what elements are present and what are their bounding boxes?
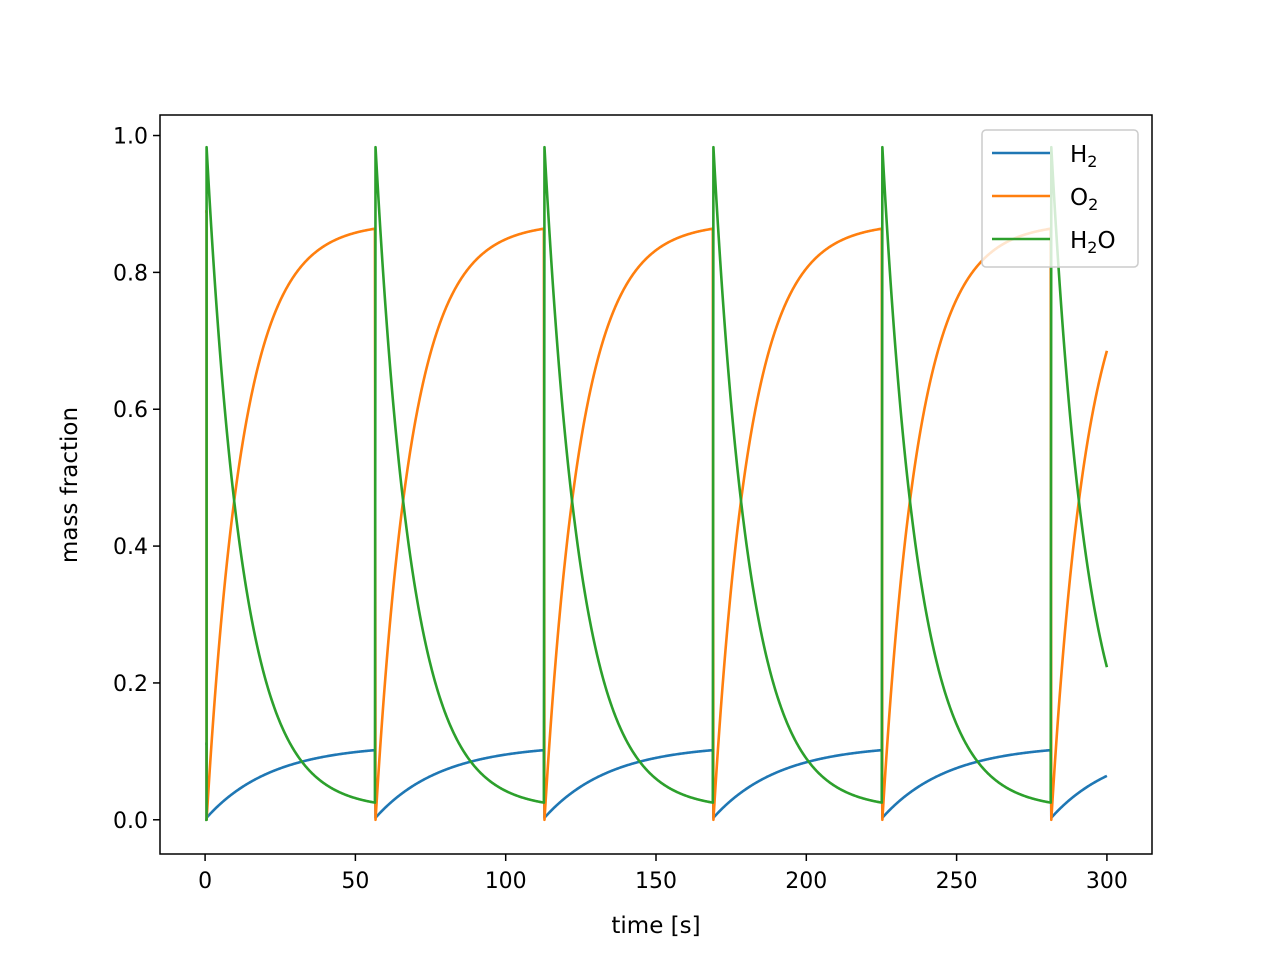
legend-label-h2: H2 xyxy=(1070,142,1097,171)
series-line-o2 xyxy=(205,210,1109,822)
series-line-h2o xyxy=(205,145,1109,822)
x-tick-label: 0 xyxy=(198,869,212,894)
x-tick-label: 200 xyxy=(785,869,827,894)
y-tick-label: 0.4 xyxy=(113,535,148,560)
legend-label-subscript: 2 xyxy=(1088,195,1098,214)
legend-box xyxy=(981,129,1139,268)
x-axis-label: time [s] xyxy=(611,913,700,939)
x-tick-label: 50 xyxy=(341,869,369,894)
legend-label-subscript: 2 xyxy=(1087,152,1097,171)
legend-label-h2o: H2O xyxy=(1070,228,1116,257)
y-tick-label: 0.2 xyxy=(113,672,148,697)
legend-label-tail: O xyxy=(1097,228,1115,254)
legend-label-base: H xyxy=(1070,142,1087,168)
x-tick-label: 300 xyxy=(1086,869,1128,894)
x-tick-label: 100 xyxy=(485,869,527,894)
plot-lines xyxy=(205,145,1109,822)
legend-label-base: O xyxy=(1070,185,1088,211)
y-tick-label: 0.6 xyxy=(113,398,148,423)
x-tick-label: 250 xyxy=(936,869,978,894)
legend-label-o2: O2 xyxy=(1070,185,1098,214)
legend-label-subscript: 2 xyxy=(1087,238,1097,257)
y-tick-label: 0.8 xyxy=(113,261,148,286)
legend-label-base: H xyxy=(1070,228,1087,254)
y-tick-label: 0.0 xyxy=(113,809,148,834)
x-tick-label: 150 xyxy=(635,869,677,894)
y-tick-label: 1.0 xyxy=(113,125,148,150)
y-axis-ticks: 0.0 0.2 0.4 0.6 0.8 1.0 xyxy=(113,125,160,834)
series-line-h2 xyxy=(205,742,1108,820)
y-axis-label: mass fraction xyxy=(57,407,83,563)
x-axis-ticks: 0 50 100 150 200 250 300 xyxy=(198,854,1128,894)
